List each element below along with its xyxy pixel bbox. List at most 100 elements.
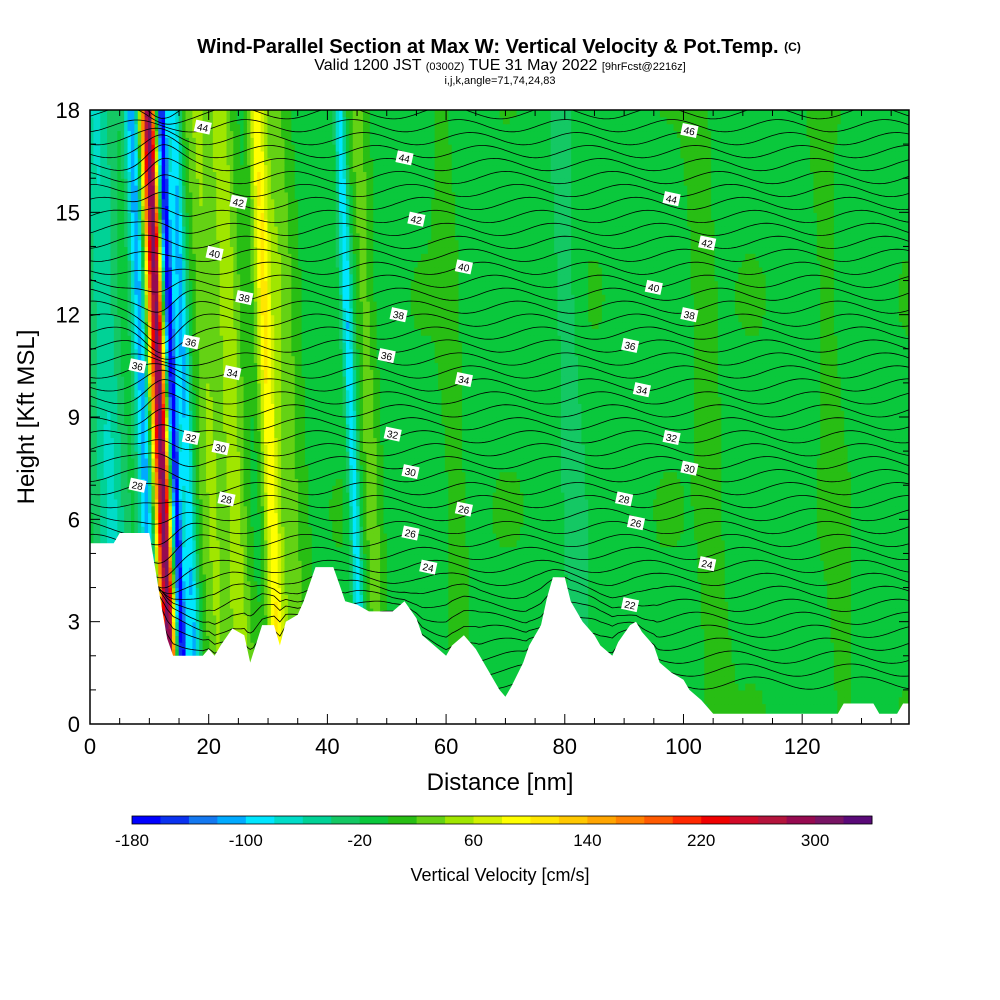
velocity-cell [803, 601, 808, 609]
velocity-cell [250, 648, 255, 657]
velocity-cell [752, 642, 757, 650]
velocity-cell [847, 628, 852, 636]
velocity-cell [287, 587, 292, 595]
velocity-cell [888, 703, 893, 711]
velocity-cell [622, 628, 627, 636]
velocity-cell [612, 635, 617, 643]
velocity-cell [803, 642, 808, 650]
velocity-cell [775, 696, 780, 705]
velocity-cell [260, 608, 265, 616]
velocity-cell [649, 594, 654, 602]
velocity-cell [796, 648, 801, 657]
velocity-cell [455, 608, 460, 616]
velocity-cell [656, 621, 661, 630]
velocity-cell [240, 621, 245, 630]
velocity-cell [775, 628, 780, 636]
velocity-cell [243, 614, 248, 623]
velocity-cell [533, 628, 538, 636]
velocity-cell [728, 676, 733, 684]
velocity-cell [898, 648, 903, 657]
velocity-cell [673, 662, 678, 671]
velocity-cell [383, 587, 388, 595]
velocity-cell [895, 669, 900, 677]
velocity-cell [502, 676, 507, 684]
velocity-cell [530, 635, 535, 643]
velocity-cell [516, 587, 521, 595]
velocity-cell [250, 580, 255, 589]
velocity-cell [584, 608, 589, 616]
velocity-cell [465, 601, 470, 609]
velocity-cell [223, 608, 228, 616]
velocity-cell [755, 662, 760, 671]
velocity-cell [673, 621, 678, 630]
velocity-cell [871, 635, 876, 643]
velocity-cell [250, 587, 255, 595]
velocity-cell [523, 594, 528, 602]
velocity-cell [868, 655, 873, 664]
velocity-cell [840, 669, 845, 677]
velocity-cell [752, 696, 757, 705]
velocity-cell [502, 635, 507, 643]
velocity-cell [888, 669, 893, 677]
velocity-cell [871, 696, 876, 705]
velocity-cell [772, 655, 777, 664]
velocity-cell [878, 614, 883, 623]
velocity-cell [878, 587, 883, 595]
velocity-cell [704, 587, 709, 595]
velocity-cell [752, 676, 757, 684]
velocity-cell [434, 601, 439, 609]
velocity-cell [827, 683, 832, 691]
velocity-cell [714, 696, 719, 705]
velocity-cell [830, 676, 835, 684]
velocity-cell [659, 594, 664, 602]
velocity-cell [738, 683, 743, 691]
velocity-cell [888, 594, 893, 602]
velocity-cell [772, 696, 777, 705]
velocity-cell [772, 635, 777, 643]
velocity-cell [424, 601, 429, 609]
velocity-cell [752, 662, 757, 671]
velocity-cell [475, 642, 480, 650]
velocity-cell [175, 587, 180, 595]
velocity-cell [636, 608, 641, 616]
velocity-cell [816, 655, 821, 664]
velocity-cell [202, 614, 207, 623]
velocity-cell [717, 608, 722, 616]
velocity-cell [861, 594, 866, 602]
velocity-cell [734, 642, 739, 650]
velocity-cell [509, 676, 514, 684]
velocity-cell [827, 648, 832, 657]
velocity-cell [762, 601, 767, 609]
velocity-cell [854, 689, 859, 698]
velocity-cell [223, 587, 228, 595]
velocity-cell [755, 587, 760, 595]
velocity-cell [775, 669, 780, 677]
velocity-cell [854, 683, 859, 691]
velocity-cell [772, 594, 777, 602]
velocity-cell [813, 587, 818, 595]
velocity-cell [878, 621, 883, 630]
velocity-cell [277, 628, 282, 636]
velocity-cell [202, 601, 207, 609]
velocity-cell [526, 628, 531, 636]
velocity-cell [792, 689, 797, 698]
velocity-cell [792, 594, 797, 602]
velocity-cell [499, 669, 504, 677]
velocity-cell [741, 601, 746, 609]
velocity-cell [530, 580, 535, 589]
velocity-cell [874, 683, 879, 691]
velocity-cell [653, 580, 658, 589]
velocity-cell [840, 635, 845, 643]
velocity-cell [762, 703, 767, 711]
velocity-cell [676, 655, 681, 664]
velocity-cell [878, 683, 883, 691]
velocity-cell [513, 587, 518, 595]
velocity-cell [902, 635, 907, 643]
velocity-cell [257, 580, 262, 589]
velocity-cell [748, 703, 753, 711]
velocity-cell [519, 601, 524, 609]
velocity-cell [779, 608, 784, 616]
velocity-cell [188, 587, 193, 595]
velocity-cell [745, 628, 750, 636]
velocity-cell [165, 628, 170, 636]
